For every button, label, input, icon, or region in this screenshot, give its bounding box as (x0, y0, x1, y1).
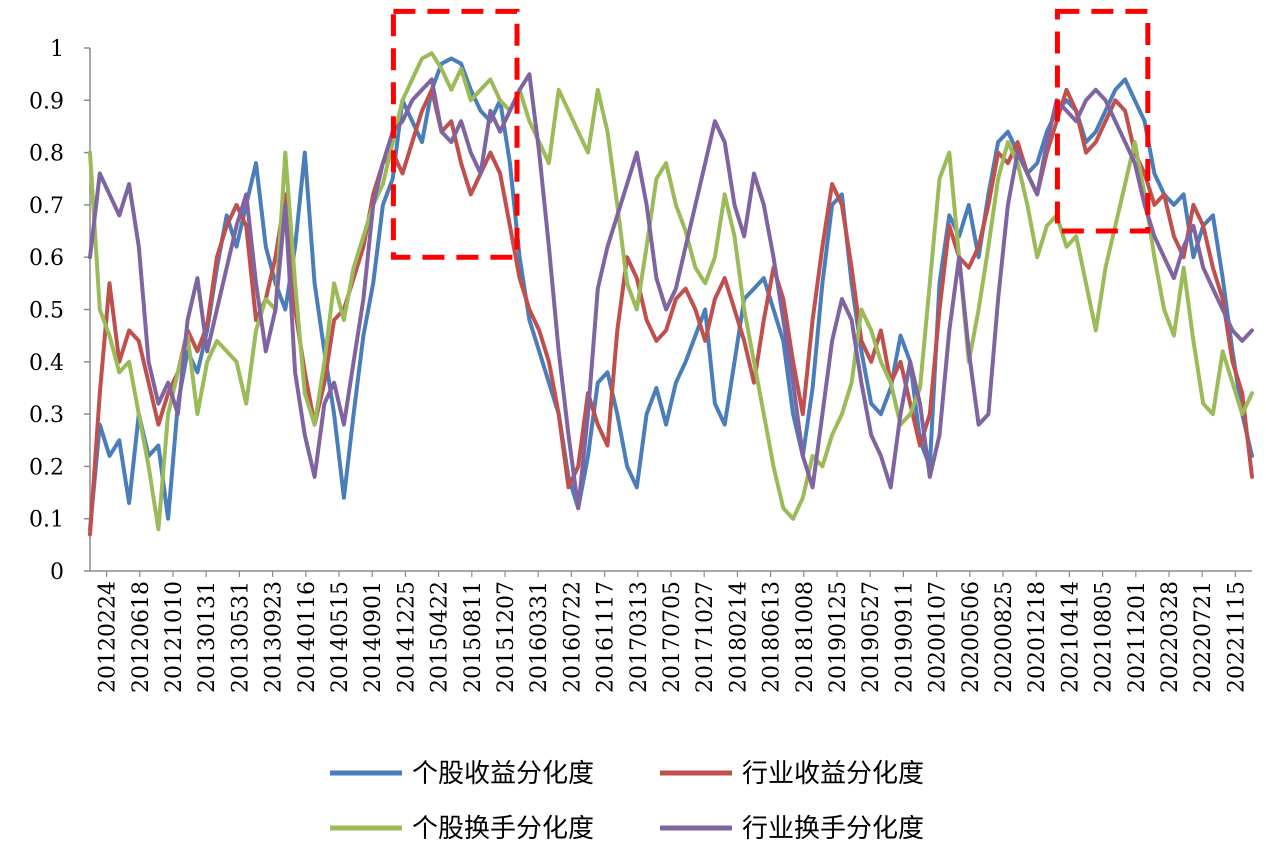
legend-label: 行业换手分化度 (742, 814, 924, 844)
highlight-box-1 (390, 8, 520, 260)
x-tick-label: 20190911 (892, 581, 917, 693)
y-tick-label: 0.2 (29, 455, 64, 480)
x-tick-label: 20171027 (693, 581, 718, 693)
x-tick-label: 20200107 (926, 581, 951, 693)
x-tick-label: 20130923 (262, 581, 287, 693)
x-tick-label: 20170313 (627, 581, 652, 693)
x-tick-label: 20150811 (461, 581, 486, 693)
x-tick-label: 20130531 (228, 581, 253, 693)
x-tick-label: 20220328 (1158, 581, 1183, 693)
x-tick-label: 20120224 (96, 581, 121, 693)
x-tick-label: 20200825 (992, 581, 1017, 693)
series-line-1 (88, 56, 1254, 532)
x-tick-label: 20211201 (1125, 581, 1150, 693)
y-tick-label: 0.4 (29, 351, 64, 376)
x-tick-label: 20160722 (560, 581, 585, 693)
x-tick-label: 20201218 (1025, 581, 1050, 693)
x-tick-label: 20140116 (295, 581, 320, 693)
x-tick-label: 20180214 (726, 581, 751, 693)
x-tick-label: 20200506 (959, 581, 984, 693)
x-tick-label: 20150422 (428, 581, 453, 693)
x-tick-label: 20140515 (328, 581, 353, 693)
x-tick-label: 20161117 (594, 581, 619, 693)
x-tick-label: 20210414 (1058, 581, 1083, 693)
series-line-2 (88, 87, 1254, 537)
x-tick-label: 20180613 (760, 581, 785, 693)
highlight-box-2 (1054, 8, 1151, 234)
y-tick-label: 1 (50, 37, 64, 62)
y-tick-label: 0.9 (29, 89, 64, 114)
y-tick-label: 0.6 (29, 246, 64, 271)
x-tick-label: 20221115 (1224, 581, 1249, 693)
axes: 0 0.1 0.2 0.3 0.4 0.5 0.6 0.7 0.8 0.9 1 20120224 201… (29, 37, 1252, 693)
legend-label: 个股收益分化度 (412, 759, 594, 789)
x-tick-label: 20130131 (195, 581, 220, 693)
x-tick-label: 20140901 (361, 581, 386, 693)
legend-label: 个股换手分化度 (412, 814, 594, 844)
series-line-4 (88, 72, 1254, 511)
x-tick-label: 20160331 (527, 581, 552, 693)
x-tick-label: 20120618 (129, 581, 154, 693)
x-tick-label: 20210805 (1092, 581, 1117, 693)
x-tick-label: 20190527 (859, 581, 884, 693)
x-tick-label: 20121010 (162, 581, 187, 693)
x-tick-label: 20170705 (660, 581, 685, 693)
x-tick-label: 20141225 (394, 581, 419, 693)
x-tick-label: 20181008 (793, 581, 818, 693)
x-tick-label: 20220721 (1191, 581, 1216, 693)
y-tick-label: 0.5 (29, 299, 64, 324)
y-tick-label: 0.3 (29, 403, 64, 428)
y-tick-label: 0.7 (29, 194, 64, 219)
x-tick-label: 20151207 (494, 581, 519, 693)
legend-label: 行业收益分化度 (742, 759, 924, 789)
y-tick-label: 0.1 (29, 508, 64, 533)
x-tick-label: 20190125 (826, 581, 851, 693)
y-tick-label: 0 (50, 560, 64, 585)
y-tick-label: 0.8 (29, 142, 64, 167)
series-lines (88, 8, 1254, 537)
